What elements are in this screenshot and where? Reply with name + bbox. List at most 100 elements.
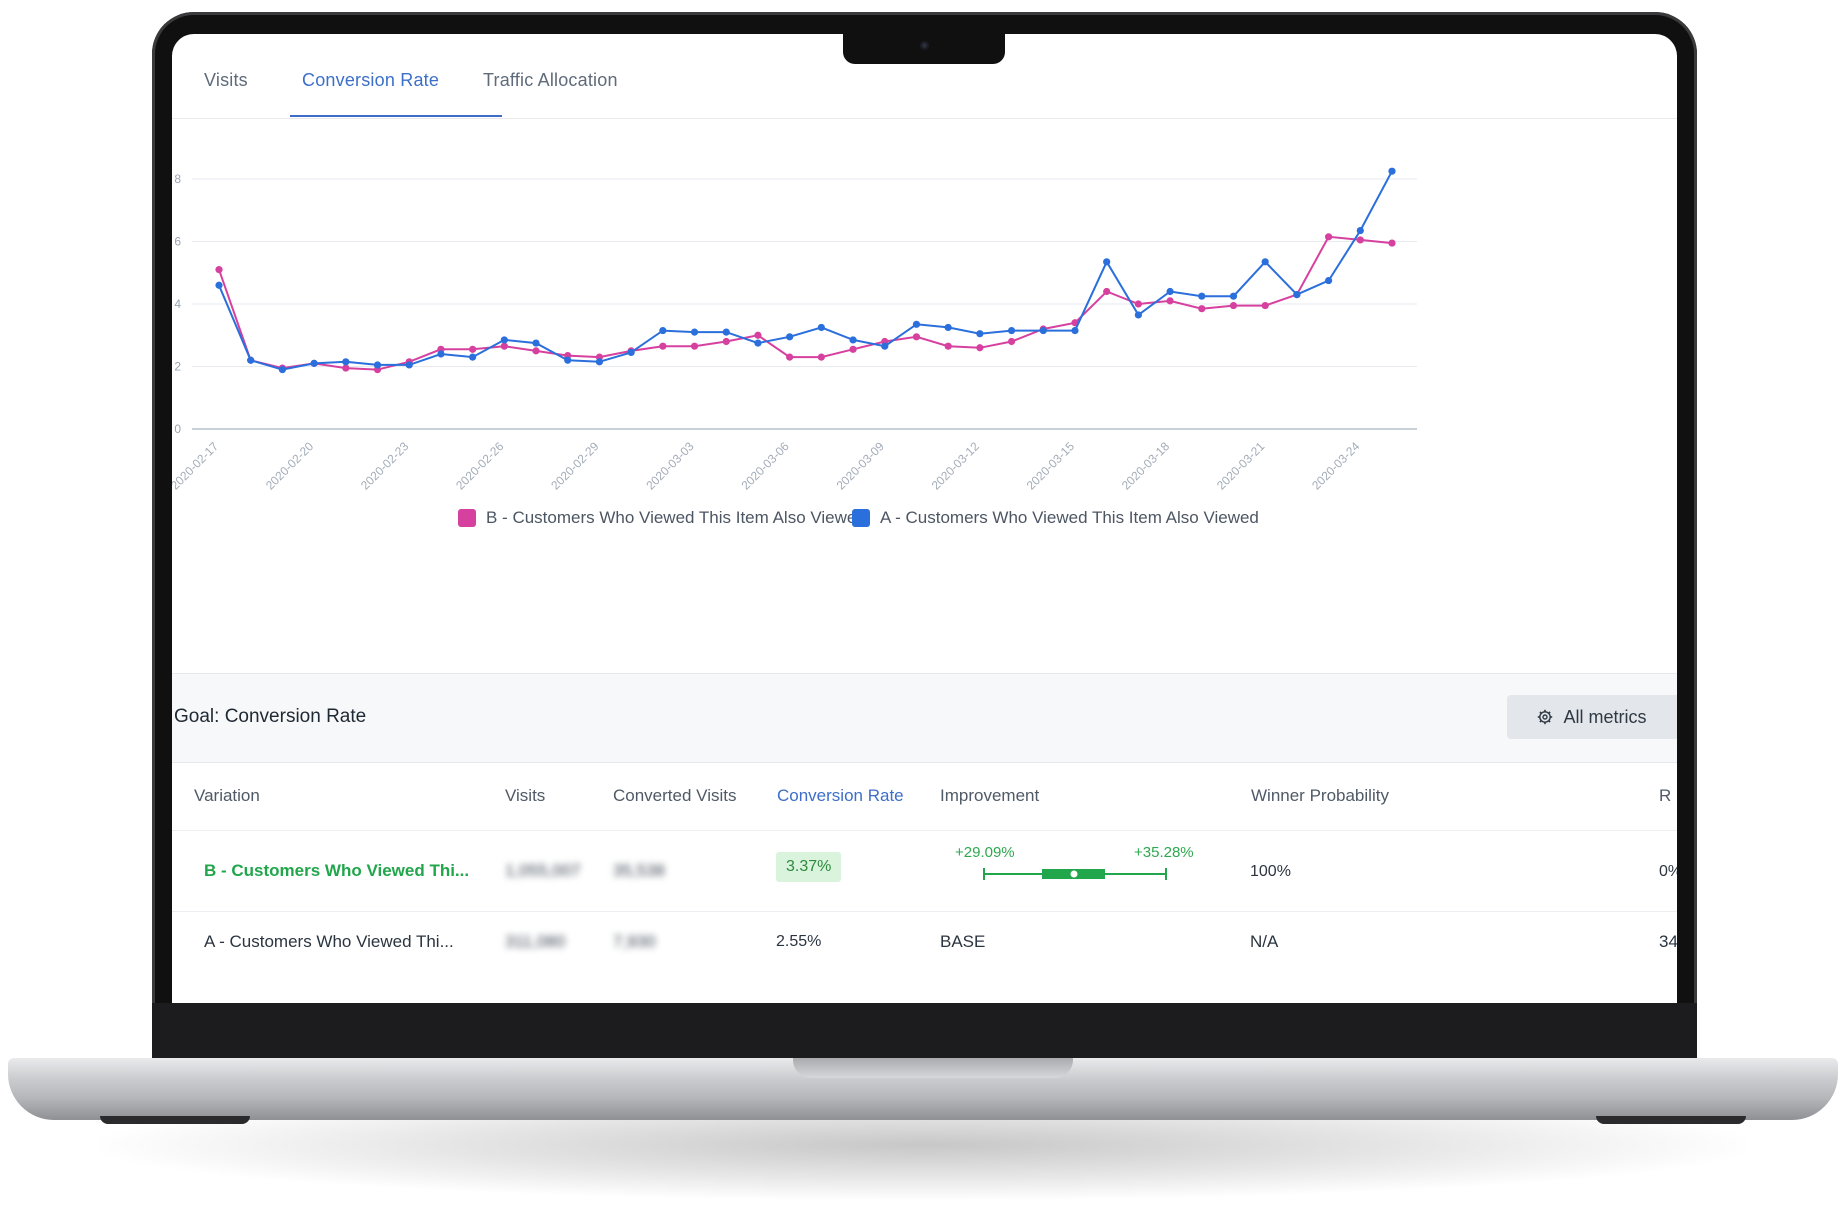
data-point (817, 353, 825, 361)
legend-swatch-b (458, 509, 476, 527)
visits-value: 311,080 (505, 932, 566, 951)
data-point (1388, 239, 1396, 247)
data-point (500, 342, 508, 350)
improvement-low: +29.09% (955, 844, 1015, 861)
all-metrics-label: All metrics (1563, 706, 1647, 727)
laptop-foot-left (100, 1116, 250, 1124)
data-point (944, 323, 952, 332)
series-line-a (218, 170, 1393, 371)
all-metrics-button[interactable]: All metrics (1507, 695, 1677, 739)
data-point (1356, 226, 1364, 235)
data-point (659, 326, 667, 335)
th-truncated[interactable]: R (1659, 786, 1672, 805)
x-tick-label: 2020-03-15 (1024, 439, 1078, 493)
x-tick-label: 2020-02-20 (263, 439, 317, 493)
data-point (532, 339, 540, 347)
data-point (564, 356, 572, 364)
data-point (1388, 167, 1396, 175)
data-point (627, 348, 635, 357)
table-row[interactable]: B - Customers Who Viewed Thi... 1,055,00… (172, 831, 1677, 912)
x-tick-label: 2020-02-17 (172, 439, 221, 493)
data-point (1103, 258, 1111, 266)
y-tick-label: 0 (174, 422, 181, 436)
data-point (1229, 292, 1238, 300)
x-tick-label: 2020-03-18 (1119, 439, 1173, 493)
camera-notch (843, 34, 1005, 64)
tab-conversion-rate[interactable]: Conversion Rate (302, 70, 440, 90)
x-tick-label: 2020-02-26 (453, 439, 507, 493)
data-point (373, 361, 382, 369)
table-row[interactable]: A - Customers Who Viewed Thi... 311,080 … (172, 912, 1677, 1002)
x-tick-label: 2020-02-29 (548, 439, 602, 493)
conversion-rate-chart: 0 2 4 6 8 2020-02-17 2020-02-20 2020-02-23 2020-… (172, 167, 1417, 493)
goal-header: Goal: Conversion Rate All metrics (172, 673, 1677, 763)
data-point (595, 358, 604, 366)
data-point (817, 323, 825, 332)
winner-probability-value: N/A (1250, 932, 1279, 951)
data-point (944, 342, 952, 350)
data-point (469, 353, 477, 361)
converted-visits-value: 35,538 (613, 861, 665, 880)
y-tick-label: 4 (174, 297, 181, 311)
data-point (912, 320, 921, 328)
y-tick-label: 6 (174, 235, 181, 249)
legend-item-a[interactable]: A - Customers Who Viewed This Item Also … (852, 508, 1259, 528)
conversion-rate-value: 2.55% (776, 933, 822, 950)
laptop-base (8, 1058, 1838, 1120)
lid-opening-notch (793, 1058, 1073, 1078)
x-tick-label: 2020-03-24 (1309, 439, 1363, 493)
data-point (1356, 236, 1364, 244)
data-point (690, 328, 699, 336)
goal-title: Goal: Conversion Rate (174, 706, 367, 727)
data-point (1039, 326, 1047, 335)
legend-swatch-a (852, 509, 870, 527)
data-point (437, 350, 445, 358)
data-point (690, 342, 699, 350)
th-winner-probability[interactable]: Winner Probability (1251, 786, 1389, 805)
laptop-chin (152, 1003, 1697, 1059)
data-point (976, 344, 984, 352)
data-point (1134, 311, 1142, 319)
variation-name[interactable]: A - Customers Who Viewed Thi... (204, 932, 454, 951)
data-point (500, 336, 508, 344)
legend-label-b: B - Customers Who Viewed This Item Also … (486, 508, 866, 527)
improvement-range-bar (983, 868, 1167, 880)
x-tick-label: 2020-03-09 (834, 439, 888, 493)
conversion-rate-badge: 3.37% (776, 852, 842, 882)
data-point (469, 345, 477, 353)
gear-icon (1538, 709, 1553, 725)
table-header: Variation Visits Converted Visits Conver… (172, 762, 1677, 831)
data-point (912, 333, 921, 341)
data-point (1261, 258, 1269, 266)
tab-traffic-allocation[interactable]: Traffic Allocation (483, 70, 618, 90)
data-point (405, 361, 413, 369)
tab-bar: Visits Conversion Rate Traffic Allocatio… (172, 34, 1677, 119)
variation-name[interactable]: B - Customers Who Viewed Thi... (204, 861, 470, 880)
th-variation[interactable]: Variation (194, 786, 260, 805)
y-tick-label: 2 (174, 360, 181, 374)
data-point (310, 359, 318, 367)
series-line-b (218, 235, 1393, 371)
data-point (1007, 337, 1016, 346)
data-point (215, 266, 223, 274)
data-point (754, 339, 762, 347)
th-converted-visits[interactable]: Converted Visits (613, 786, 737, 805)
data-point (1324, 233, 1333, 241)
data-point (247, 356, 255, 364)
x-tick-label: 2020-03-06 (738, 439, 792, 493)
th-visits[interactable]: Visits (505, 786, 546, 805)
x-tick-label: 2020-03-21 (1214, 439, 1268, 493)
data-point (342, 358, 350, 366)
improvement-high: +35.28% (1134, 844, 1194, 861)
truncated-value: 0% (1659, 863, 1677, 880)
screen: Visits Conversion Rate Traffic Allocatio… (172, 34, 1677, 1003)
th-conversion-rate[interactable]: Conversion Rate (777, 786, 904, 805)
converted-visits-value: 7,930 (613, 932, 656, 951)
legend-item-b[interactable]: B - Customers Who Viewed This Item Also … (458, 508, 866, 528)
th-improvement[interactable]: Improvement (940, 786, 1040, 805)
data-point (722, 337, 730, 346)
data-point (1166, 297, 1174, 305)
tab-visits[interactable]: Visits (204, 70, 248, 90)
data-point (1007, 326, 1016, 335)
data-point (1198, 292, 1206, 300)
